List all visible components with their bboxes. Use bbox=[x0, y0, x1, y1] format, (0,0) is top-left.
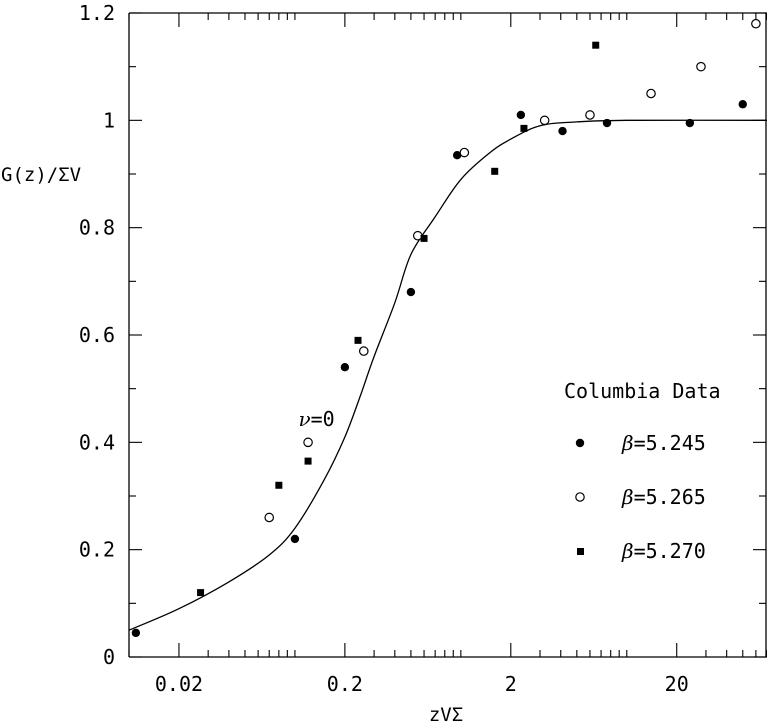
point-series-2 bbox=[303, 437, 313, 448]
x-tick-label: 20 bbox=[665, 672, 689, 696]
point-series-3 bbox=[354, 336, 362, 344]
point-series-3 bbox=[491, 167, 499, 175]
point-series-1 bbox=[516, 110, 526, 120]
point-series-2 bbox=[585, 110, 595, 120]
point-series-1 bbox=[738, 100, 747, 109]
point-series-1 bbox=[290, 534, 300, 544]
legend-title: Columbia Data bbox=[564, 379, 721, 403]
legend-symbol-series-2: β bbox=[621, 485, 634, 509]
legend-label-series-2: β=5.265 bbox=[621, 485, 706, 509]
point-series-1 bbox=[131, 628, 141, 638]
x-tick-label: 0.02 bbox=[155, 672, 203, 696]
axis-ticks bbox=[128, 12, 767, 658]
point-series-3 bbox=[304, 457, 312, 465]
point-series-2 bbox=[459, 147, 470, 158]
legend-marker-open-circle bbox=[575, 492, 585, 502]
point-series-3 bbox=[592, 41, 600, 49]
point-series-1 bbox=[452, 151, 462, 160]
point-series-2 bbox=[751, 18, 761, 29]
curve-label-symbol: ν bbox=[298, 407, 310, 431]
y-axis-title: G(z)/ΣV bbox=[1, 164, 81, 186]
point-series-2 bbox=[646, 88, 656, 99]
legend-marker-filled-circle bbox=[575, 438, 585, 448]
theory-curve bbox=[128, 119, 767, 631]
point-series-1 bbox=[340, 363, 350, 372]
point-series-2 bbox=[539, 115, 550, 126]
curve-label-value: =0 bbox=[311, 407, 335, 431]
legend-value-series-2: =5.265 bbox=[634, 485, 706, 509]
curve-label: ν=0 bbox=[298, 407, 334, 431]
legend-value-series-1: =5.245 bbox=[634, 431, 706, 455]
point-series-3 bbox=[275, 481, 283, 489]
y-tick-label: 0.6 bbox=[79, 323, 115, 347]
legend-label-series-3: β=5.270 bbox=[621, 539, 706, 563]
y-tick-label: 0.8 bbox=[79, 216, 115, 240]
point-series-1 bbox=[685, 118, 695, 128]
legend-label-series-1: β=5.245 bbox=[621, 431, 706, 455]
legend: Columbia Data β=5.245 β=5.265 β=5.270 bbox=[564, 379, 721, 563]
point-series-3 bbox=[197, 589, 205, 597]
y-tick-label: 0.4 bbox=[79, 430, 115, 454]
point-series-1 bbox=[406, 287, 416, 297]
point-series-2 bbox=[358, 346, 369, 356]
y-tick-label: 0.2 bbox=[79, 538, 115, 562]
y-tick-label: 1.2 bbox=[79, 1, 115, 25]
point-series-3 bbox=[520, 124, 528, 132]
legend-value-series-3: =5.270 bbox=[634, 539, 706, 563]
point-series-2 bbox=[696, 61, 706, 72]
x-tick-label: 0.2 bbox=[327, 672, 363, 696]
tick-labels: 0 0.2 0.4 0.6 0.8 1 1.2 0.02 0.2 2 20 bbox=[79, 1, 689, 696]
legend-symbol-series-1: β bbox=[621, 431, 634, 455]
y-tick-label: 1 bbox=[103, 108, 115, 132]
data-points bbox=[131, 18, 761, 638]
curve-layer bbox=[128, 119, 767, 631]
x-axis-title: zVΣ bbox=[429, 704, 463, 726]
y-tick-label: 0 bbox=[103, 645, 115, 669]
legend-symbol-series-3: β bbox=[621, 539, 634, 563]
point-series-2 bbox=[264, 512, 275, 523]
point-series-1 bbox=[558, 126, 567, 136]
legend-marker-filled-square bbox=[577, 548, 584, 555]
point-series-1 bbox=[602, 118, 612, 128]
x-tick-label: 2 bbox=[505, 672, 517, 696]
point-series-3 bbox=[420, 234, 428, 242]
